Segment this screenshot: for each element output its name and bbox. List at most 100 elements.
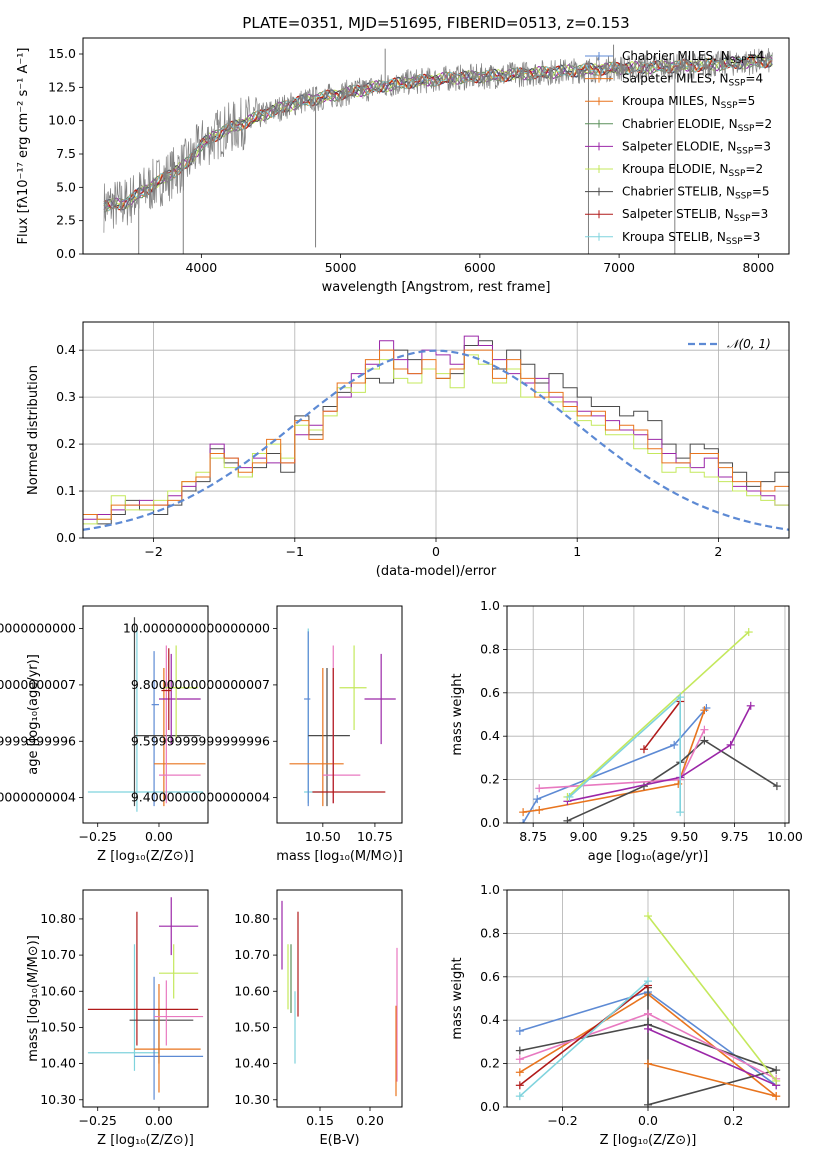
y-tick-label: 0.1 xyxy=(56,483,76,498)
x-tick-label: 5000 xyxy=(325,260,357,275)
weight-series-line xyxy=(522,707,708,823)
y-axis-label: mass weight xyxy=(450,957,465,1039)
x-tick-label: 1 xyxy=(573,544,581,559)
x-tick-label: 10.50 xyxy=(305,829,341,844)
x-tick-label: 9.00 xyxy=(570,829,598,844)
y-tick-label: 10.70 xyxy=(40,947,76,962)
x-tick-label: −1 xyxy=(286,544,304,559)
y-tick-label: 0.4 xyxy=(480,728,500,743)
x-tick-label: 0.20 xyxy=(356,1113,384,1128)
x-tick-label: 9.25 xyxy=(620,829,648,844)
y-tick-label: 9.8000000000000007 xyxy=(0,677,76,692)
mass-vs-Z-marks xyxy=(87,897,204,1100)
legend-subscript: SSP xyxy=(735,192,752,202)
y-tick-label: 0.3 xyxy=(56,389,76,404)
x-axis-label: Z [log₁₀(Z/Z⊙)] xyxy=(97,849,194,864)
x-axis-label: E(B-V) xyxy=(319,1133,359,1148)
legend-subscript: SSP xyxy=(729,169,746,179)
x-tick-label: 6000 xyxy=(464,260,496,275)
x-tick-label: −0.2 xyxy=(547,1113,577,1128)
y-tick-label: 1.0 xyxy=(480,882,500,897)
x-tick-label: 8000 xyxy=(742,260,774,275)
y-tick-label: 0.6 xyxy=(480,969,500,984)
legend-subscript: SSP xyxy=(738,124,755,134)
y-tick-label: 10.30 xyxy=(40,1092,76,1107)
x-tick-label: 9.50 xyxy=(670,829,698,844)
legend-count: =3 xyxy=(743,230,761,244)
residual-histogram-axes: −2 −1 0 1 2 0.0 0.1 0.2 0.3 0.4 (data-model)/error… xyxy=(26,321,790,579)
y-tick-label: 10.0000000000000000 xyxy=(0,621,76,636)
legend-count: =3 xyxy=(753,139,771,153)
legend-label: Kroupa MILES, NSSP=5 xyxy=(622,94,755,111)
y-tick-label: 9.5999999999999996 xyxy=(0,733,76,748)
mass-vs-Z-axes: −0.25 0.00 10.30 10.40 10.50 10.60 10.70 10.80 Z… xyxy=(26,889,209,1148)
plots: 4000 5000 6000 7000 80000.02.55.07.510.012.5… xyxy=(0,37,803,1148)
y-axis-label: Flux [fλ10⁻¹⁷ erg cm⁻² s⁻¹ A⁻¹] xyxy=(16,48,31,245)
legend: Chabrier MILES, NSSP=4 Salpeter MILES, NS… xyxy=(585,49,772,247)
y-tick-label: 12.5 xyxy=(48,79,76,94)
x-tick-label: −0.25 xyxy=(79,1113,117,1128)
y-tick-label: 0.0 xyxy=(480,815,500,830)
legend-count: =3 xyxy=(751,207,769,221)
y-tick-label: 10.0000000000000000 xyxy=(123,621,270,636)
y-axis-label: age [log₁₀(age/yr)] xyxy=(26,654,41,775)
legend-subscript: SSP xyxy=(734,214,751,224)
age-vs-Z-marks xyxy=(87,617,206,812)
weight-series-line xyxy=(519,980,649,1097)
legend-label: Chabrier MILES, NSSP=4 xyxy=(622,49,764,66)
y-tick-label: 9.4000000000000004 xyxy=(131,790,270,805)
y-tick-label: 0.8 xyxy=(480,925,500,940)
legend-count: =2 xyxy=(754,117,772,131)
y-tick-label: 0.4 xyxy=(56,342,76,357)
axes-frame xyxy=(82,321,790,539)
axes-frame xyxy=(82,889,209,1108)
x-tick-label: 10.75 xyxy=(357,829,393,844)
x-tick-label: 9.75 xyxy=(721,829,749,844)
x-tick-label: 7000 xyxy=(603,260,635,275)
legend-label: Chabrier ELODIE, NSSP=2 xyxy=(622,117,772,134)
age-vs-mass-axes: 10.50 10.75 9.4000000000000004 9.5999999999… xyxy=(123,605,403,864)
observed-spectrum-line xyxy=(103,48,773,233)
x-axis-label: Z [log₁₀(Z/Z⊙)] xyxy=(97,1133,194,1148)
legend-label: Salpeter MILES, NSSP=4 xyxy=(622,72,763,89)
mass-vs-EBV-marks xyxy=(281,900,398,1097)
residual-histogram-marks xyxy=(83,335,789,538)
legend-subscript: SSP xyxy=(736,146,753,156)
legend-count: =5 xyxy=(738,94,756,108)
weight-series-line xyxy=(643,701,681,750)
legend-label: 𝒩(0, 1) xyxy=(727,337,771,351)
mass-weight-vs-Z-axes: −0.2 0.0 0.2 0.0 0.2 0.4 0.6 0.8 1.0 Z [log₁₀(Z/Z… xyxy=(450,882,790,1148)
legend: 𝒩(0, 1) xyxy=(688,337,771,351)
x-tick-label: 0.2 xyxy=(724,1113,744,1128)
y-tick-label: 0.0 xyxy=(480,1099,500,1114)
x-axis-label: mass [log₁₀(M/M⊙)] xyxy=(276,849,403,864)
y-tick-label: 9.8000000000000007 xyxy=(131,677,270,692)
gaussian-reference-curve xyxy=(83,349,789,531)
weight-series-line xyxy=(647,1062,777,1097)
legend-label: Chabrier STELIB, NSSP=5 xyxy=(622,185,770,202)
y-tick-label: 5.0 xyxy=(56,179,76,194)
weight-series-line xyxy=(522,709,706,813)
y-tick-label: 0.2 xyxy=(480,772,500,787)
y-tick-label: 10.60 xyxy=(234,983,270,998)
age-vs-mass-marks xyxy=(289,628,396,807)
y-tick-label: 10.80 xyxy=(234,911,270,926)
y-axis-label: mass [log₁₀(M/M⊙)] xyxy=(26,935,41,1062)
y-tick-label: 10.60 xyxy=(40,983,76,998)
y-tick-label: 10.80 xyxy=(40,911,76,926)
x-tick-label: 10.00 xyxy=(767,829,803,844)
x-tick-label: −0.25 xyxy=(79,829,117,844)
weight-series-line xyxy=(566,631,750,798)
axes-frame xyxy=(276,889,403,1108)
figure-title: PLATE=0351, MJD=51695, FIBERID=0513, z=0… xyxy=(242,14,629,32)
weight-series-line xyxy=(567,705,752,803)
y-tick-label: 0.2 xyxy=(56,436,76,451)
axes-frame xyxy=(506,605,790,824)
axes-frame xyxy=(82,37,790,255)
model-spectrum-line xyxy=(103,54,773,209)
y-axis-label: mass weight xyxy=(450,673,465,755)
histogram-series xyxy=(83,335,789,538)
y-tick-label: 0.6 xyxy=(480,685,500,700)
mass-weight-vs-age-marks xyxy=(519,628,781,823)
y-tick-label: 10.50 xyxy=(234,1019,270,1034)
